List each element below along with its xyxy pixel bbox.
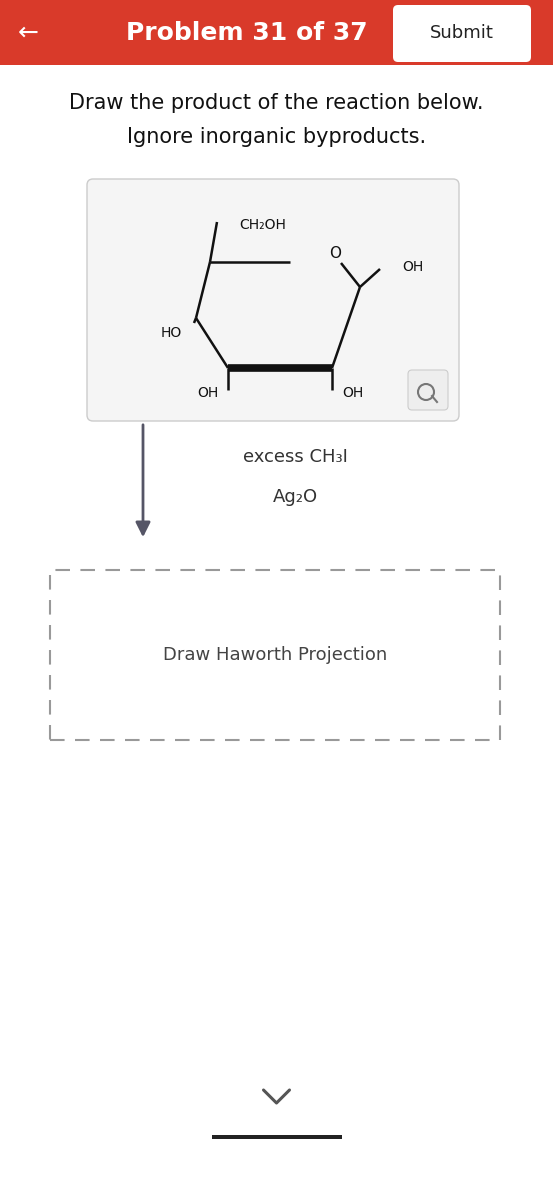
- Text: OH: OH: [402, 260, 423, 274]
- Text: Ignore inorganic byproducts.: Ignore inorganic byproducts.: [127, 127, 426, 146]
- Text: Problem 31 of 37: Problem 31 of 37: [126, 20, 367, 44]
- Text: Draw the product of the reaction below.: Draw the product of the reaction below.: [69, 92, 484, 113]
- FancyBboxPatch shape: [87, 179, 459, 421]
- Text: OH: OH: [197, 386, 218, 400]
- Text: CH₂OH: CH₂OH: [239, 218, 286, 232]
- FancyBboxPatch shape: [393, 5, 531, 62]
- Text: HO: HO: [161, 326, 182, 340]
- Bar: [50, 570, 500, 740]
- Text: excess CH₃I: excess CH₃I: [243, 448, 347, 466]
- FancyBboxPatch shape: [408, 370, 448, 410]
- Text: ←: ←: [18, 20, 39, 44]
- Text: Submit: Submit: [430, 24, 494, 42]
- Bar: [0, 0, 553, 65]
- Text: OH: OH: [342, 386, 363, 400]
- Text: O: O: [329, 246, 341, 262]
- Text: Ag₂O: Ag₂O: [273, 488, 317, 506]
- Bar: [211, 1135, 342, 1139]
- Text: Draw Haworth Projection: Draw Haworth Projection: [163, 646, 387, 664]
